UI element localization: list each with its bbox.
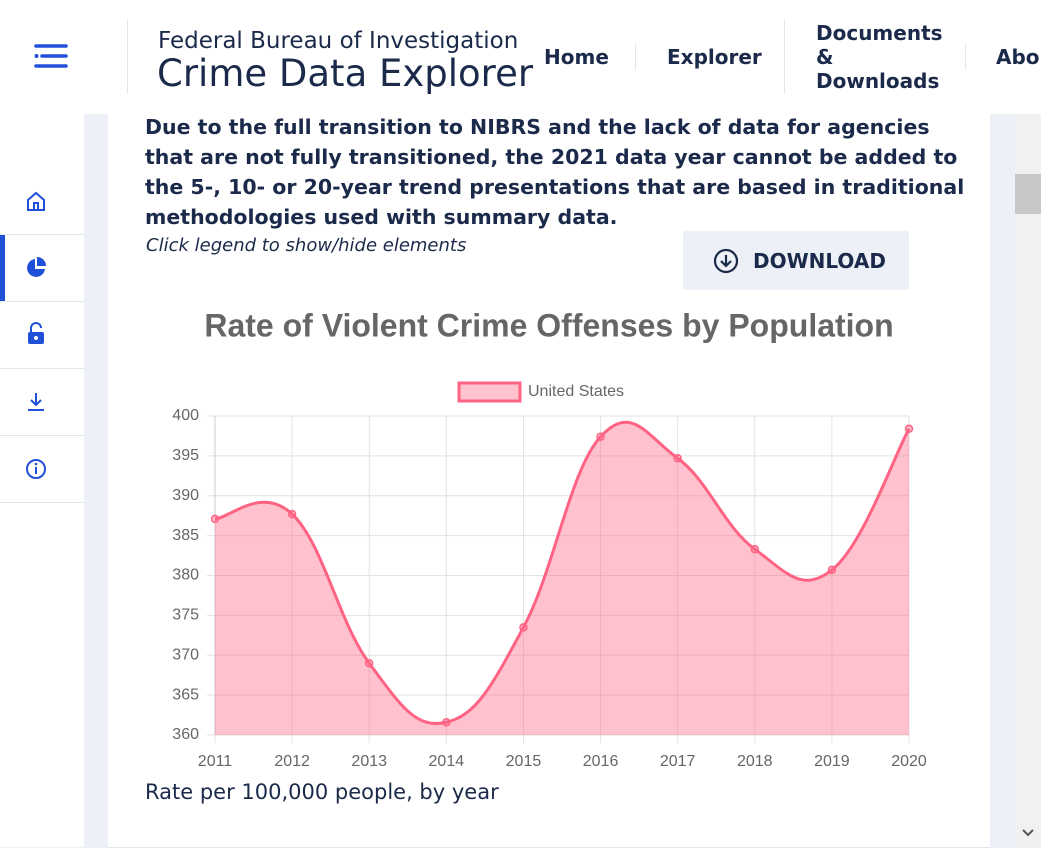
point bbox=[287, 509, 297, 519]
x-tick-label: 2015 bbox=[506, 753, 542, 770]
home-button[interactable] bbox=[0, 168, 84, 235]
download-button[interactable]: DOWNLOAD bbox=[683, 231, 909, 290]
point bbox=[210, 514, 220, 524]
point bbox=[364, 658, 374, 668]
chart-title: Rate of Violent Crime Offenses by Popula… bbox=[204, 307, 893, 343]
x-tick-label: 2011 bbox=[198, 753, 233, 770]
point bbox=[596, 432, 605, 441]
x-tick-label: 2019 bbox=[814, 753, 850, 770]
nav-link[interactable]: Home bbox=[544, 45, 609, 69]
point bbox=[519, 623, 528, 632]
sidebar bbox=[0, 114, 84, 847]
notice: Due to the full transition to NIBRS and … bbox=[145, 115, 965, 229]
nav-link[interactable]: Explorer bbox=[667, 45, 762, 69]
point bbox=[904, 424, 914, 434]
agency: Federal Bureau of Investigation bbox=[158, 28, 519, 54]
api-button[interactable] bbox=[0, 302, 84, 369]
point bbox=[673, 454, 682, 463]
legend-swatch[interactable] bbox=[457, 381, 522, 403]
about-button[interactable] bbox=[0, 436, 84, 503]
y-tick-label: 370 bbox=[172, 646, 199, 663]
scrollbar[interactable] bbox=[1015, 114, 1041, 847]
x-tick-label: 2014 bbox=[429, 753, 465, 770]
header: Federal Bureau of Investigation Crime Da… bbox=[0, 0, 1041, 114]
menu-button[interactable] bbox=[34, 43, 68, 69]
explorer-button[interactable] bbox=[0, 235, 84, 302]
y-tick-label: 385 bbox=[172, 527, 199, 544]
chart: Rate of Violent Crime Offenses by Popula… bbox=[172, 307, 927, 770]
point bbox=[750, 544, 760, 554]
y-tick-label: 390 bbox=[172, 487, 199, 504]
downloads-button[interactable] bbox=[0, 369, 84, 436]
line bbox=[214, 420, 911, 725]
y-tick-label: 365 bbox=[172, 686, 199, 703]
legend-label[interactable]: United States bbox=[528, 383, 624, 400]
download-label: DOWNLOAD bbox=[753, 249, 886, 273]
x-tick-label: 2020 bbox=[891, 753, 927, 770]
nav-link[interactable]: About bbox=[996, 45, 1041, 69]
hint: Click legend to show/hide elements bbox=[146, 235, 467, 256]
point bbox=[827, 565, 837, 575]
x-tick-label: 2012 bbox=[274, 753, 310, 770]
nav-link[interactable]: Documents & Downloads bbox=[816, 21, 943, 93]
y-tick-label: 380 bbox=[172, 567, 199, 584]
site-title[interactable]: Crime Data Explorer bbox=[157, 52, 534, 95]
area bbox=[215, 422, 909, 735]
point bbox=[442, 717, 451, 727]
x-tick-label: 2018 bbox=[737, 753, 773, 770]
x-tick-label: 2017 bbox=[660, 753, 696, 770]
y-tick-label: 400 bbox=[172, 407, 199, 424]
y-tick-label: 395 bbox=[172, 447, 199, 464]
x-tick-label: 2016 bbox=[583, 753, 619, 770]
y-tick-label: 375 bbox=[172, 607, 199, 624]
x-tick-label: 2013 bbox=[351, 753, 387, 770]
chart-caption: Rate per 100,000 people, by year bbox=[145, 780, 499, 804]
y-tick-label: 360 bbox=[172, 726, 199, 743]
